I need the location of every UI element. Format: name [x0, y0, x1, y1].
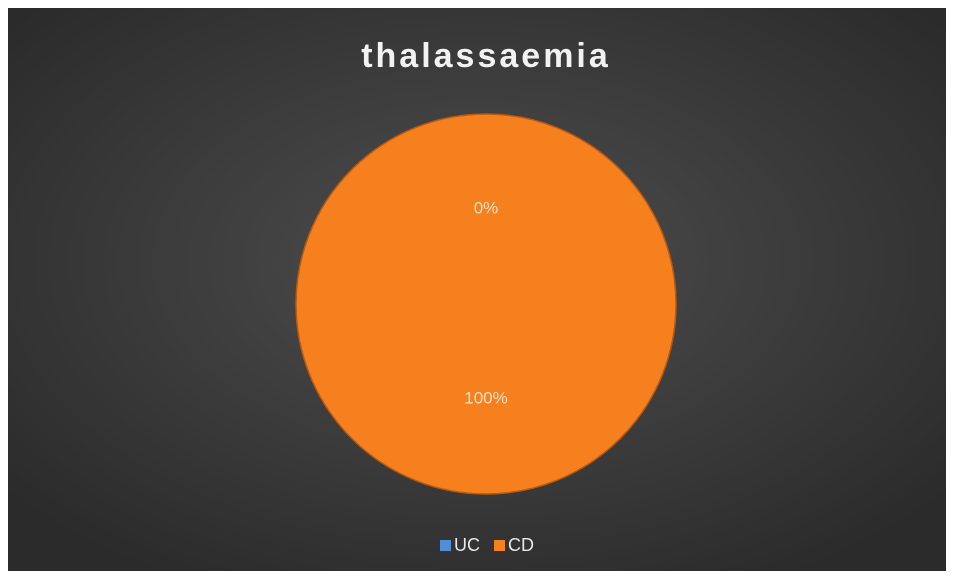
data-label: 0% [474, 198, 499, 217]
chart-title: thalassaemia [361, 37, 611, 75]
legend-swatch [440, 540, 451, 551]
data-label: 100% [464, 388, 507, 407]
legend-swatch [494, 540, 505, 551]
pie: 0% 100% [295, 113, 677, 495]
pie-slice [295, 113, 677, 495]
legend-label: UC [454, 535, 480, 555]
legend: UC CD [440, 535, 534, 555]
legend-label: CD [508, 535, 534, 555]
